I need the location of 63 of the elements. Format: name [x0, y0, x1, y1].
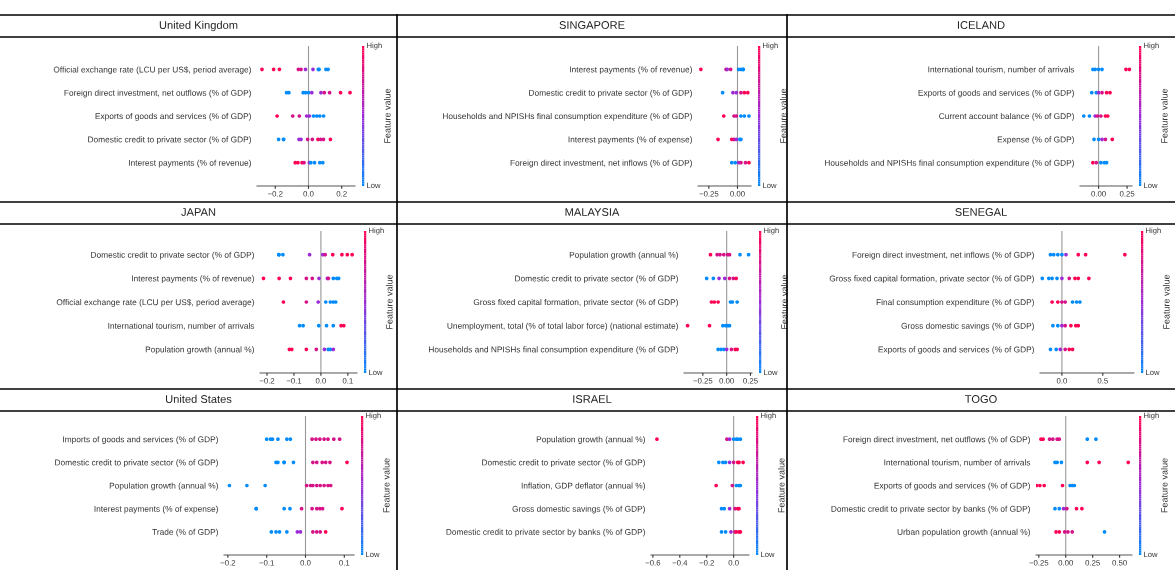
text: MALAYSIA — [565, 208, 620, 216]
y-tick-label: Foreign direct investment, net outflows (% of GDP) — [843, 436, 1030, 444]
y-tick-label: Official exchange rate (LCU per US$, period average) — [53, 66, 251, 75]
y-tick-label: Inflation, GDP deflator (annual %) — [521, 482, 645, 491]
y-tick-label: International tourism, number of arrivals — [884, 459, 1031, 467]
y-tick-label: International tourism, number of arrivals — [108, 322, 255, 330]
y-tick-label: Interest payments (% of expense) — [94, 505, 218, 514]
y-tick-label: Domestic credit to private sector (% of GDP) — [88, 136, 251, 145]
y-tick-label: Exports of goods and services (% of GDP) — [918, 89, 1074, 98]
y-tick-label: Imports of goods and services (% of GDP) — [63, 436, 218, 444]
chart-title: JAPAN — [181, 208, 216, 216]
y-tick-label: Unemployment, total (% of total labor force) (national estimate) — [447, 322, 678, 331]
chart-title: TOGO — [964, 395, 997, 403]
y-tick-label: Foreign direct investment, net inflows (% of GDP) — [510, 159, 692, 168]
color-bar-title: Feature value — [385, 274, 393, 329]
y-tick-label: Interest payments (% of expense) — [568, 136, 692, 145]
color-bar-title: Feature value — [779, 88, 787, 143]
y-tick-label: Interest payments (% of revenue) — [132, 275, 254, 284]
y-tick-label: Domestic credit to private sector (% of GDP) — [529, 89, 692, 98]
text: SINGAPORE — [559, 21, 625, 29]
chart-title: United Kingdom — [159, 20, 238, 32]
y-tick-label: Official exchange rate (LCU per US$, period average) — [56, 298, 254, 307]
y-tick-label: Exports of goods and services (% of GDP) — [874, 482, 1030, 491]
color-bar-title: Feature value — [382, 458, 390, 513]
y-tick-label: Domestic credit to private sector (% of GDP) — [515, 275, 678, 284]
y-tick-label: Population growth (annual %) — [569, 251, 678, 260]
y-tick-label: Population growth (annual %) — [109, 482, 218, 491]
y-tick-label: Domestic credit to private sector (% of GDP) — [482, 459, 645, 468]
color-bar-title: Feature value — [1160, 458, 1168, 513]
y-tick-label: Domestic credit to private sector (% of GDP) — [91, 251, 254, 260]
y-tick-label: Trade (% of GDP) — [152, 528, 218, 537]
chart-title: SENEGAL — [955, 208, 1007, 216]
y-tick-label: Population growth (annual %) — [536, 436, 645, 444]
y-tick-label: Domestic credit to private sector by banks (% of GDP) — [446, 528, 645, 537]
y-tick-label: Households and NPISHs final consumption expenditure (% of GDP) — [443, 112, 692, 121]
chart-title: United States — [166, 394, 232, 403]
y-tick-label: Domestic credit to private sector by banks (% of GDP) — [831, 505, 1030, 514]
y-tick-label: Expense (% of GDP) — [997, 136, 1074, 145]
y-tick-label: Exports of goods and services (% of GDP) — [95, 112, 251, 121]
y-tick-label: Final consumption expenditure (% of GDP) — [876, 298, 1034, 307]
color-bar-title: Feature value — [1162, 274, 1170, 329]
y-tick-label: International tourism, number of arrivals — [928, 66, 1075, 74]
y-tick-label: Exports of goods and services (% of GDP) — [878, 346, 1034, 355]
color-bar-title: Feature value — [780, 274, 788, 329]
color-bar-title: Feature value — [1160, 88, 1168, 143]
color-bar-title: Feature value — [777, 458, 785, 513]
y-tick-label: Urban population growth (annual %) — [897, 528, 1030, 537]
y-tick-label: Current account balance (% of GDP) — [939, 112, 1074, 121]
y-tick-label: Population growth (annual %) — [145, 346, 254, 355]
y-tick-label: Gross fixed capital formation, private sector (% of GDP) — [473, 298, 678, 307]
chart-title: ISRAEL — [573, 395, 612, 403]
y-tick-label: Households and NPISHs final consumption expenditure (% of GDP) — [429, 346, 678, 355]
text: ICELAND — [957, 21, 1005, 29]
y-tick-label: Gross domestic savings (% of GDP) — [512, 505, 645, 514]
y-tick-label: Foreign direct investment, net inflows (% of GDP) — [852, 251, 1034, 260]
color-bar-title: Feature value — [383, 88, 391, 143]
y-tick-label: Interest payments (% of revenue) — [129, 159, 251, 168]
y-tick-label: Domestic credit to private sector (% of GDP) — [55, 459, 218, 468]
y-tick-label: Foreign direct investment, net outflows (% of GDP) — [64, 89, 251, 98]
y-tick-label: Households and NPISHs final consumption expenditure (% of GDP) — [825, 159, 1074, 168]
y-tick-label: Gross fixed capital formation, private sector (% of GDP) — [829, 275, 1034, 284]
y-tick-label: Interest payments (% of revenue) — [570, 66, 692, 75]
y-tick-label: Gross domestic savings (% of GDP) — [901, 322, 1034, 331]
